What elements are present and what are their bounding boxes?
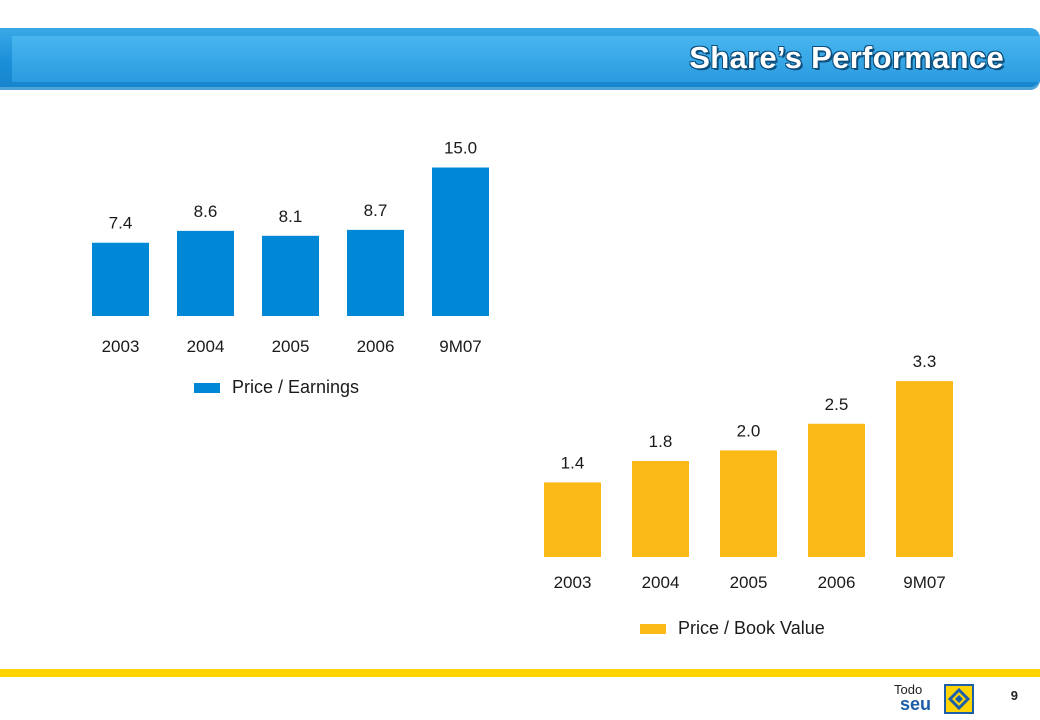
pe-tick-label-2004: 2004	[187, 337, 225, 356]
legend-swatch-pe	[194, 382, 220, 393]
legend-swatch-pbv	[640, 623, 666, 634]
pe-bar-2003	[92, 242, 149, 316]
pe-data-label-2006: 8.7	[364, 201, 388, 220]
pbv-data-label-2004: 1.8	[649, 432, 673, 451]
pe-tick-label-2006: 2006	[357, 337, 395, 356]
brand-line-2: seu	[900, 694, 932, 714]
pe-data-label-2003: 7.4	[109, 214, 133, 233]
pe-bar-2005	[262, 235, 319, 316]
pbv-tick-label-2005: 2005	[730, 573, 768, 592]
pbv-data-label-2006: 2.5	[825, 395, 849, 414]
pbv-data-label-9M07: 3.3	[913, 352, 937, 371]
pe-tick-label-2005: 2005	[272, 337, 310, 356]
pbv-bar-2005	[720, 450, 777, 557]
pe-bar-2004	[177, 230, 234, 316]
pbv-tick-label-9M07: 9M07	[903, 573, 946, 592]
pe-data-label-2005: 8.1	[279, 207, 303, 226]
pbv-data-label-2005: 2.0	[737, 421, 761, 440]
pe-data-label-9M07: 15.0	[444, 139, 477, 158]
pe-tick-label-2003: 2003	[102, 337, 140, 356]
page-number: 9	[1010, 688, 1018, 703]
pe-bar-2006	[347, 229, 404, 316]
pbv-bar-2006	[808, 423, 865, 557]
legend-label-pbv: Price / Book Value	[678, 618, 825, 638]
legend-label-pe: Price / Earnings	[232, 377, 360, 397]
bank-logo-icon	[944, 684, 974, 714]
header-banner	[0, 28, 1040, 90]
pbv-bar-2004	[632, 461, 689, 557]
pe-data-label-2004: 8.6	[194, 202, 218, 221]
pe-tick-label-9M07: 9M07	[439, 337, 482, 356]
legend-price-earnings: Price / Earnings	[194, 377, 359, 398]
legend-price-book-value: Price / Book Value	[640, 618, 825, 639]
brand-text: Todo seu	[894, 682, 932, 714]
pbv-tick-label-2003: 2003	[554, 573, 592, 592]
pe-bar-9M07	[432, 167, 489, 316]
pbv-bar-9M07	[896, 381, 953, 557]
page-title: Share’s Performance	[689, 40, 1004, 75]
pbv-tick-label-2004: 2004	[642, 573, 680, 592]
pbv-tick-label-2006: 2006	[818, 573, 856, 592]
header-stripe	[12, 36, 1040, 82]
pbv-bar-2003	[544, 482, 601, 557]
pbv-data-label-2003: 1.4	[561, 453, 585, 472]
brand-line-1: Todo	[894, 682, 923, 697]
footer-divider	[0, 669, 1040, 677]
